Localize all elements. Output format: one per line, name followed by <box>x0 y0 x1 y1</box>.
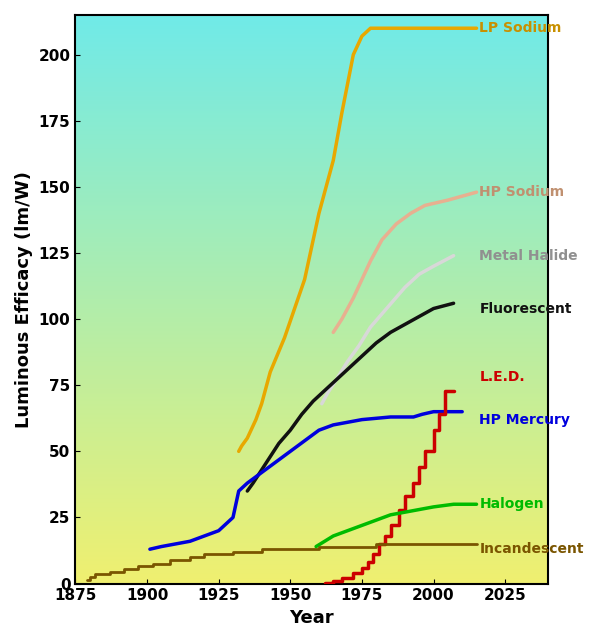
Text: Metal Halide: Metal Halide <box>479 248 578 263</box>
Y-axis label: Luminous Efficacy (lm/W): Luminous Efficacy (lm/W) <box>15 171 33 428</box>
Text: Fluorescent: Fluorescent <box>479 302 572 316</box>
Text: Incandescent: Incandescent <box>479 542 584 556</box>
Text: HP Sodium: HP Sodium <box>479 185 565 199</box>
Text: Halogen: Halogen <box>479 498 544 511</box>
Text: LP Sodium: LP Sodium <box>479 21 562 35</box>
X-axis label: Year: Year <box>289 609 334 627</box>
Text: HP Mercury: HP Mercury <box>479 413 570 427</box>
Text: L.E.D.: L.E.D. <box>479 370 525 385</box>
